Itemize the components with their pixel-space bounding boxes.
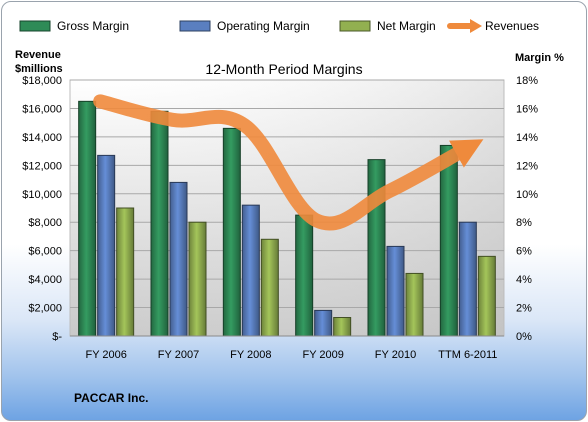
- legend-swatch: [19, 20, 51, 32]
- category-label: FY 2006: [85, 349, 126, 361]
- legend-swatch: [339, 20, 371, 32]
- legend-label: Revenues: [485, 19, 539, 33]
- bar-gross-margin: [367, 159, 386, 337]
- category-label: FY 2009: [302, 349, 343, 361]
- left-tick-label: $18,000: [22, 75, 62, 87]
- bar-net-margin: [116, 207, 135, 337]
- legend-label: Operating Margin: [217, 19, 310, 33]
- left-tick-label: $16,000: [22, 103, 62, 115]
- bar-net-margin: [260, 238, 279, 337]
- right-tick-label: 8%: [516, 217, 532, 229]
- bar-gross-margin: [439, 144, 458, 337]
- category-label: FY 2007: [158, 349, 199, 361]
- chart-title: 12-Month Period Margins: [205, 61, 362, 77]
- bar-gross-margin: [295, 214, 314, 337]
- right-tick-label: 0%: [516, 331, 532, 343]
- axes-layer: $- 0% $2,000 2% $4,000 4% $6,000 6% $8,000 8% $10,…: [22, 75, 538, 361]
- left-tick-label: $10,000: [22, 189, 62, 201]
- left-axis-title-line1: Revenue: [15, 49, 61, 61]
- bar-net-margin: [477, 255, 496, 337]
- bars-layer: [78, 100, 496, 337]
- right-tick-label: 16%: [516, 103, 538, 115]
- right-axis-title: Margin %: [515, 52, 564, 64]
- right-tick-label: 18%: [516, 75, 538, 87]
- left-tick-label: $-: [52, 331, 62, 343]
- left-tick-label: $14,000: [22, 132, 62, 144]
- right-tick-label: 6%: [516, 246, 532, 258]
- plot-area-shade: [70, 80, 504, 336]
- right-tick-label: 10%: [516, 189, 538, 201]
- category-label: FY 2010: [375, 349, 416, 361]
- bar-net-margin: [405, 272, 424, 337]
- left-tick-label: $6,000: [28, 246, 62, 258]
- bar-operating-margin: [169, 181, 188, 337]
- legend-label: Gross Margin: [57, 19, 129, 33]
- bar-operating-margin: [458, 221, 477, 337]
- left-tick-label: $8,000: [28, 217, 62, 229]
- bar-gross-margin: [78, 100, 97, 337]
- legend-swatch: [179, 20, 211, 32]
- bar-operating-margin: [386, 245, 405, 337]
- category-label: TTM 6-2011: [438, 349, 497, 361]
- revenue-line-layer: [93, 94, 484, 231]
- right-tick-label: 4%: [516, 274, 532, 286]
- legend-swatch-arrow: [470, 19, 482, 33]
- bar-net-margin: [333, 317, 352, 337]
- right-tick-label: 12%: [516, 160, 538, 172]
- bar-operating-margin: [97, 154, 116, 337]
- bar-operating-margin: [241, 204, 260, 337]
- left-axis-title-line2: $millions: [15, 63, 63, 75]
- category-label: FY 2008: [230, 349, 271, 361]
- left-tick-label: $4,000: [28, 274, 62, 286]
- bar-net-margin: [188, 221, 207, 337]
- right-tick-label: 14%: [516, 132, 538, 144]
- bar-gross-margin: [150, 110, 169, 337]
- left-tick-label: $2,000: [28, 303, 62, 315]
- bar-operating-margin: [314, 309, 333, 337]
- legend-label: Net Margin: [377, 19, 436, 33]
- left-tick-label: $12,000: [22, 160, 62, 172]
- company-name: PACCAR Inc.: [74, 391, 148, 405]
- bar-gross-margin: [222, 127, 241, 337]
- revenue-line: [93, 94, 484, 231]
- legend: Gross Margin Operating Margin Net Margin Re…: [19, 19, 539, 33]
- right-tick-label: 2%: [516, 303, 532, 315]
